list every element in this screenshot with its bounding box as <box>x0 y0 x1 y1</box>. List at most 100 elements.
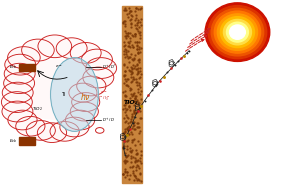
Point <box>135 27 140 30</box>
Point <box>135 88 140 91</box>
Circle shape <box>4 63 35 84</box>
Point <box>139 179 143 182</box>
Point <box>139 89 143 92</box>
Point <box>136 178 140 181</box>
Point <box>134 84 139 87</box>
Point <box>131 78 135 81</box>
Point <box>137 46 142 49</box>
Point <box>123 47 128 50</box>
Point <box>124 34 128 37</box>
Point <box>136 179 141 182</box>
Point <box>129 131 133 134</box>
Point <box>169 67 174 70</box>
Point <box>165 71 170 74</box>
Point <box>127 55 131 58</box>
Point <box>134 126 139 129</box>
Ellipse shape <box>51 58 98 131</box>
Point <box>134 63 139 66</box>
Point <box>129 80 133 83</box>
Point <box>138 20 142 23</box>
Text: $D^+/D^*$: $D^+/D^*$ <box>102 62 117 72</box>
Circle shape <box>22 39 54 61</box>
Point <box>133 32 137 35</box>
Ellipse shape <box>230 25 245 39</box>
Point <box>134 13 139 16</box>
Point <box>130 80 134 83</box>
Point <box>136 72 141 75</box>
Ellipse shape <box>214 11 260 53</box>
Point <box>129 76 133 79</box>
Point <box>123 20 128 23</box>
Point <box>125 147 129 150</box>
Point <box>137 57 142 60</box>
Point <box>133 78 138 81</box>
Point <box>131 138 136 141</box>
Point <box>121 41 126 44</box>
Point <box>126 15 131 19</box>
Point <box>130 132 134 135</box>
Point <box>129 13 133 16</box>
Point <box>173 63 177 66</box>
Point <box>124 102 128 105</box>
Point <box>127 97 132 100</box>
Point <box>134 94 139 97</box>
Point <box>122 9 126 12</box>
Point <box>121 107 126 110</box>
Point <box>129 66 133 69</box>
Point <box>130 165 134 168</box>
Point <box>135 69 140 72</box>
Point <box>130 70 134 73</box>
Point <box>139 17 143 20</box>
Point <box>138 46 143 49</box>
Point <box>122 45 126 48</box>
Circle shape <box>4 73 35 94</box>
Point <box>133 115 137 118</box>
Point <box>128 40 132 43</box>
Point <box>121 91 125 94</box>
Point <box>123 9 128 12</box>
Point <box>130 71 135 74</box>
Point <box>122 75 126 78</box>
Point <box>138 171 142 174</box>
Point <box>139 7 143 10</box>
Point <box>128 88 133 91</box>
Point <box>127 165 132 168</box>
Point <box>185 51 189 54</box>
Point <box>125 126 129 129</box>
Point <box>121 173 125 176</box>
Point <box>136 125 140 128</box>
Point <box>124 159 128 162</box>
Point <box>133 177 138 180</box>
Point <box>125 55 130 58</box>
Point <box>121 173 125 176</box>
Point <box>133 95 138 98</box>
Point <box>123 24 128 27</box>
Point <box>133 6 138 9</box>
Point <box>122 145 127 148</box>
Point <box>135 91 140 94</box>
Point <box>129 149 134 152</box>
Point <box>135 178 139 181</box>
Point <box>123 155 128 158</box>
Point <box>131 122 135 125</box>
Point <box>126 61 131 64</box>
Point <box>133 98 137 101</box>
Point <box>122 81 126 84</box>
Point <box>127 105 131 108</box>
Circle shape <box>26 121 55 140</box>
Point <box>129 9 133 12</box>
Point <box>128 56 132 59</box>
Point <box>138 8 142 11</box>
Point <box>126 100 130 103</box>
Point <box>133 34 137 37</box>
Point <box>136 19 140 22</box>
Point <box>122 49 127 52</box>
Point <box>121 132 126 135</box>
Point <box>132 175 137 178</box>
Point <box>128 26 133 29</box>
Point <box>123 32 128 35</box>
Point <box>123 170 127 174</box>
Point <box>133 97 137 100</box>
Point <box>138 130 142 133</box>
Point <box>123 170 127 173</box>
